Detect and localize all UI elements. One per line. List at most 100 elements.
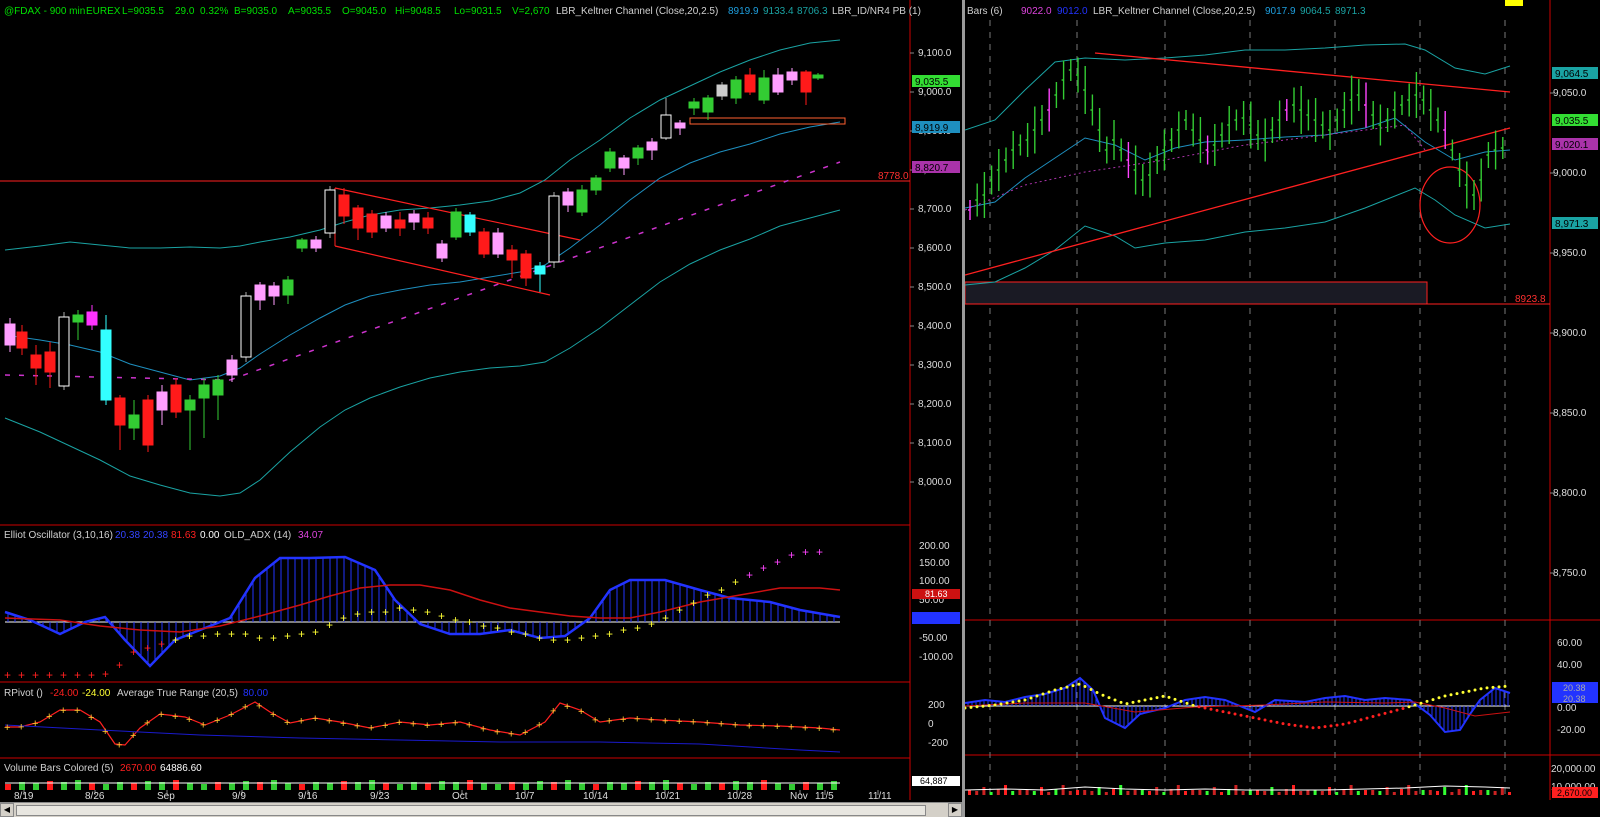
pivot-marker: + (4, 722, 10, 734)
volume-bar (1004, 785, 1007, 795)
volume-bar (649, 782, 655, 790)
osc-dot (1023, 698, 1027, 702)
date-tick-label: 8/19 (14, 791, 34, 802)
osc-dot (1401, 707, 1405, 711)
pivot-marker: + (326, 715, 332, 727)
volume-bar (1313, 790, 1317, 795)
osc-dot (1347, 721, 1351, 725)
nr4-line (965, 124, 1426, 211)
osc-cross-marker: + (634, 621, 641, 635)
osc-cross-marker: + (242, 627, 249, 641)
volume-bar (579, 783, 585, 790)
right-chart-window[interactable]: Bars (6) 9022.0 9012.0 LBR_Keltner Chann… (965, 0, 1600, 817)
volume-bar (327, 783, 333, 790)
candle (478, 228, 490, 258)
osc-cross-marker: + (298, 627, 305, 641)
osc-tick-label: 60.00 (1557, 638, 1582, 649)
osc-dot (1287, 723, 1291, 727)
pivot-marker: + (130, 730, 136, 742)
osc-cross-marker: + (172, 633, 179, 647)
osc-cross-marker: + (46, 668, 53, 682)
candle (128, 400, 140, 440)
osc-cross-marker: + (88, 668, 95, 682)
candle (380, 212, 392, 232)
volume-bar (1090, 791, 1094, 795)
candle (114, 395, 126, 450)
left-horizontal-scrollbar[interactable]: ◀ ▶ (0, 802, 962, 817)
volume-bar (495, 784, 501, 790)
left-chart-header: @FDAX - 900 min EUREX L=9035.5 29.0 0.32… (4, 6, 921, 17)
pivot-marker: + (144, 717, 150, 729)
adx-line (965, 701, 1511, 717)
osc-dot (1311, 726, 1315, 730)
scroll-thumb[interactable] (16, 805, 926, 816)
osc-dot (1341, 722, 1345, 726)
volume-bar (397, 784, 403, 790)
bars-label: Bars (6) (967, 6, 1003, 17)
volume-bar (1342, 789, 1346, 795)
osc-dot (1293, 723, 1297, 727)
candle (170, 378, 182, 418)
osc-dot (975, 705, 979, 709)
pivot-markers: + + + + + + + + + + + + + + + + + + + + + + + + + + + + + + + + + + + + + + + +… (4, 700, 836, 751)
osc-cross-marker: + (116, 658, 123, 672)
right-chart-canvas[interactable]: Bars (6) 9022.0 9012.0 LBR_Keltner Chann… (965, 0, 1600, 817)
osc-cross-marker: + (536, 631, 543, 645)
osc-dot (1329, 724, 1333, 728)
pivot-marker: + (662, 715, 668, 727)
volume-bar (1500, 787, 1504, 795)
volume-bar (89, 783, 95, 790)
volume-bar (1212, 787, 1216, 795)
date-tick-label: 8/26 (85, 791, 105, 802)
nr4-trend-line (4, 374, 231, 381)
candle (30, 345, 42, 385)
candle (772, 68, 784, 95)
osc-tick-label: 200.00 (919, 541, 950, 552)
volume-bar (61, 782, 67, 790)
volume-bar (1184, 791, 1187, 795)
osc-dot (1155, 696, 1159, 700)
volume-bar (989, 792, 993, 795)
price-axis: 9,100.09,000.08,900.08,800.08,700.08,600… (910, 48, 952, 488)
osc-dot (1221, 710, 1225, 714)
volume-bar (1407, 785, 1411, 795)
upper-band-tag (1552, 67, 1598, 79)
osc-cross-marker: + (704, 588, 711, 602)
price-tick-label: 8,700.0 (918, 204, 952, 215)
keltner-value: 9064.5 (1300, 6, 1331, 17)
pivot-marker: + (438, 719, 444, 731)
scroll-left-arrow[interactable]: ◀ (0, 803, 14, 817)
volume-bar (215, 782, 221, 790)
left-chart-canvas[interactable]: @FDAX - 900 min EUREX L=9035.5 29.0 0.32… (0, 0, 962, 817)
volume-bar (1140, 790, 1144, 795)
osc-dot (1005, 701, 1009, 705)
keltner-value: 9133.4 (763, 6, 794, 17)
osc-cross-marker: + (284, 629, 291, 643)
osc-dot (1245, 714, 1249, 718)
price-tick-label: 9,050.0 (1553, 88, 1587, 99)
candle (142, 395, 154, 452)
nr-tag-text: 9,020.1 (1555, 140, 1589, 151)
candle (646, 138, 658, 160)
ask-price: A=9035.5 (288, 6, 332, 17)
pivot-marker: + (788, 722, 794, 734)
price-tick-label: 8,950.0 (1553, 248, 1587, 259)
volume-value: 2670.00 (120, 763, 157, 774)
candle (520, 250, 532, 286)
osc-markers (965, 682, 1507, 730)
osc-dot (1215, 708, 1219, 712)
osc-cross-marker: + (620, 623, 627, 637)
pivot-marker: + (186, 714, 192, 726)
price-tick-label: 8,300.0 (918, 360, 952, 371)
osc-cross-marker: + (256, 631, 263, 645)
pivot-marker: + (46, 711, 52, 723)
left-chart-window[interactable]: @FDAX - 900 min EUREX L=9035.5 29.0 0.32… (0, 0, 962, 817)
price-tick-label: 8,500.0 (918, 282, 952, 293)
price-tick-label: 8,000.0 (918, 477, 952, 488)
volume-bar (996, 789, 1000, 795)
osc-cross-marker: + (18, 668, 25, 682)
scroll-right-arrow[interactable]: ▶ (948, 803, 962, 817)
keltner-mid-tag (912, 121, 960, 133)
chart-splitter[interactable] (962, 0, 965, 817)
